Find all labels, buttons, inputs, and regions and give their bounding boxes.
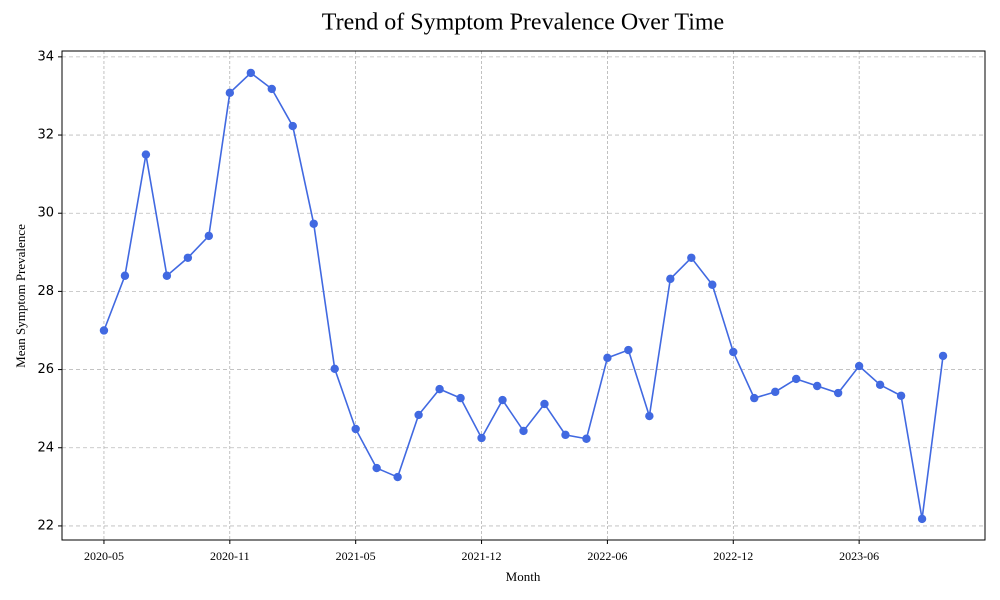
point xyxy=(141,150,151,159)
x-tick-label: 2022-12 xyxy=(713,549,753,563)
point xyxy=(120,271,130,280)
plot-area xyxy=(99,68,948,524)
point xyxy=(854,361,864,371)
point xyxy=(708,280,717,289)
point xyxy=(288,121,297,131)
point xyxy=(183,253,193,262)
point xyxy=(729,347,738,357)
chart-title: Trend of Symptom Prevalence Over Time xyxy=(322,10,724,36)
point xyxy=(540,399,549,409)
point xyxy=(624,345,633,355)
plot-frame xyxy=(61,50,986,541)
point xyxy=(519,426,528,436)
point xyxy=(812,381,822,391)
point xyxy=(603,353,612,363)
y-tick-label: 28 xyxy=(37,284,54,299)
point xyxy=(246,68,255,78)
point xyxy=(833,388,843,398)
grid: 22 24 26 28 30 32 34 2020-05 2020-11 2021-05 2021-… xyxy=(37,49,985,563)
point xyxy=(456,393,465,403)
point xyxy=(225,88,235,98)
y-axis-label: Mean Symptom Prevalence xyxy=(13,224,28,368)
x-tick-label: 2021-05 xyxy=(336,549,376,563)
point xyxy=(896,391,906,400)
y-tick-label: 32 xyxy=(37,128,54,143)
x-tick-label: 2021-12 xyxy=(462,549,502,563)
point xyxy=(875,380,885,390)
point xyxy=(792,374,801,384)
point xyxy=(917,514,927,524)
y-tick-label: 34 xyxy=(37,49,54,64)
point xyxy=(687,253,696,262)
x-tick-label: 2020-11 xyxy=(210,549,250,563)
x-tick-label: 2023-06 xyxy=(839,549,879,563)
y-tick-label: 24 xyxy=(37,440,54,455)
point xyxy=(561,430,570,440)
point xyxy=(309,219,318,228)
point xyxy=(99,326,109,335)
point xyxy=(267,84,276,94)
point xyxy=(372,463,381,473)
x-axis-label: Month xyxy=(506,569,541,584)
point xyxy=(750,393,759,403)
point xyxy=(393,472,402,482)
point xyxy=(771,387,780,397)
point xyxy=(351,424,360,434)
y-tick-label: 26 xyxy=(37,362,54,377)
point xyxy=(162,271,172,280)
point xyxy=(414,410,423,420)
point xyxy=(330,364,339,373)
point xyxy=(498,395,507,405)
point xyxy=(938,351,948,361)
point xyxy=(204,231,214,241)
x-tick-label: 2020-05 xyxy=(84,549,124,563)
point xyxy=(666,274,675,284)
point xyxy=(645,411,654,421)
x-tick-label: 2022-06 xyxy=(587,549,627,563)
point xyxy=(435,384,444,394)
y-tick-label: 22 xyxy=(37,518,54,533)
point xyxy=(582,434,591,443)
y-tick-label: 30 xyxy=(37,206,54,221)
point xyxy=(477,433,486,443)
